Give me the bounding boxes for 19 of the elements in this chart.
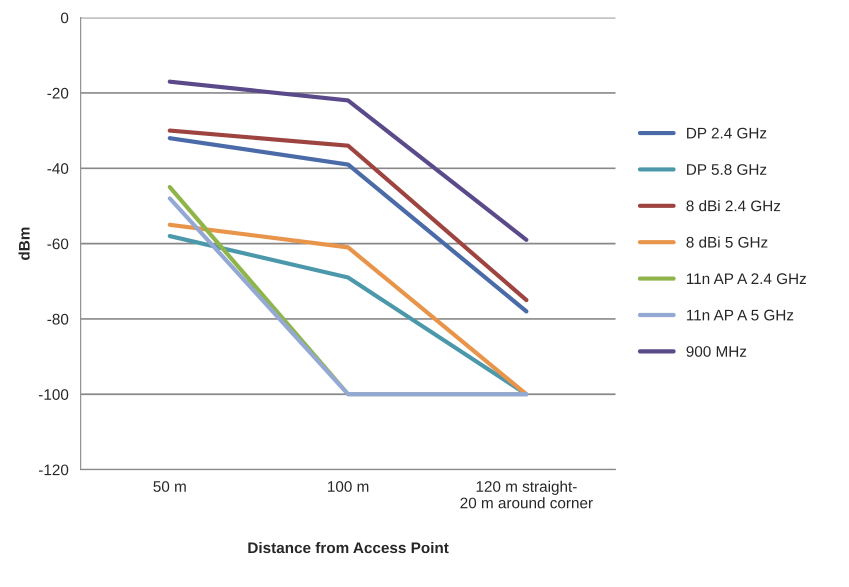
legend-label: DP 5.8 GHz [687,164,766,175]
y-axis-title: dBm [18,228,30,260]
y-tick-label: -80 [47,314,68,325]
y-tick-label: 0 [60,12,68,24]
y-tick-label: -40 [47,163,68,174]
x-axis-title: Distance from Access Point [248,542,449,554]
legend-label: 11n AP A 2.4 GHz [686,273,806,284]
x-tick-label: 100 m [328,481,368,492]
legend-label: 900 MHz [686,346,746,357]
x-tick-label: 120 m straight- 20 m around corner [460,480,593,508]
legend-label: 8 dBi 5 GHz [686,236,768,248]
y-tick-label: -100 [38,389,68,400]
legend-label: 8 dBi 2.4 GHz [686,200,780,212]
y-tick-label: -60 [47,238,68,250]
y-tick-label: -120 [38,464,68,476]
legend-label: DP 2.4 GHz [687,128,766,139]
legend-label: 11n AP A 5 GHz [686,310,794,320]
y-tick-label: -20 [47,88,68,99]
x-tick-label: 50 m [153,481,186,492]
